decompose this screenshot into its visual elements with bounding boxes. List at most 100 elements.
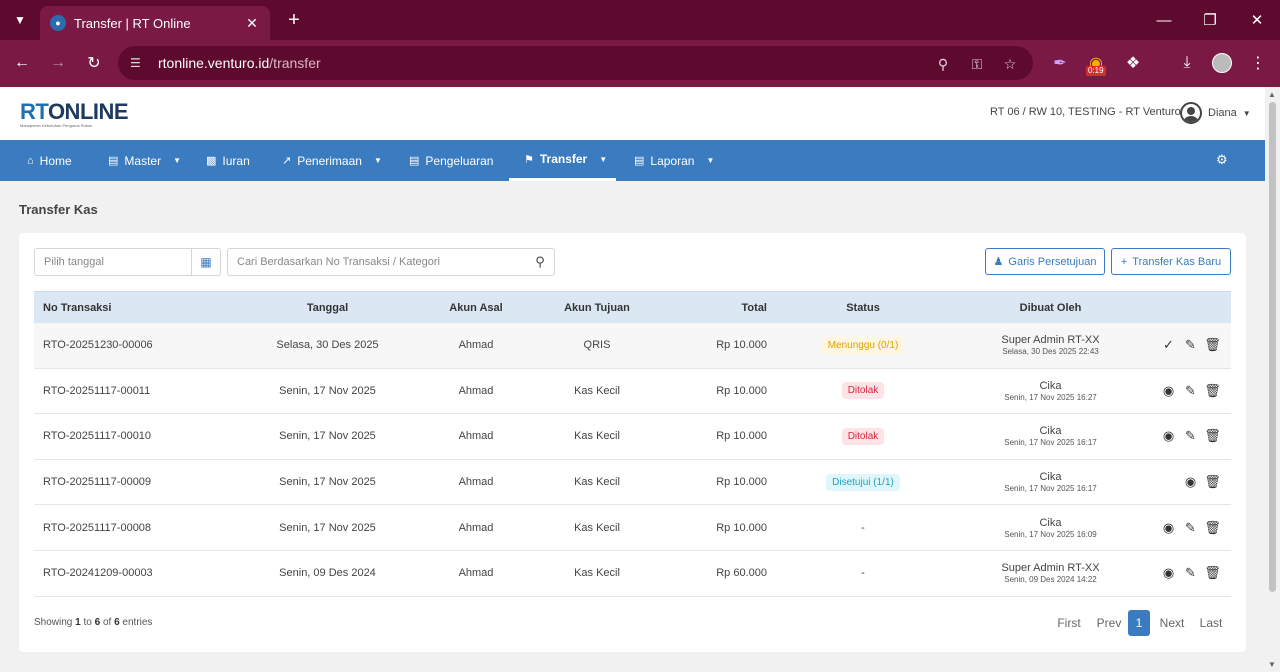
cell-oleh: Cika <box>1039 516 1062 529</box>
scroll-thumb[interactable] <box>1269 102 1276 592</box>
cell-tanggal: Senin, 17 Nov 2025 <box>279 521 376 534</box>
edit-icon[interactable]: ✎ <box>1185 565 1196 581</box>
nav-transfer[interactable]: ⚑ Transfer ▼ <box>509 140 616 181</box>
page-last[interactable]: Last <box>1199 616 1223 630</box>
cell-asal: Ahmad <box>458 567 494 580</box>
restore-icon[interactable]: ❐ <box>1203 12 1217 29</box>
cell-waktu: Senin, 09 Des 2024 14:22 <box>1004 575 1097 585</box>
address-bar[interactable]: ☰ rtonline.venturo.id/transfer ⚲ ⚿ ☆ <box>118 46 1033 80</box>
approve-check-icon[interactable]: ✓ <box>1163 337 1174 353</box>
edit-icon[interactable]: ✎ <box>1185 382 1196 398</box>
feather-extension-icon[interactable]: ✒ <box>1053 55 1067 72</box>
tab-title: Transfer | RT Online <box>74 15 191 31</box>
page-first[interactable]: First <box>1057 616 1081 630</box>
home-icon: ⌂ <box>27 154 34 167</box>
page-scrollbar[interactable]: ▲ ▼ <box>1265 87 1280 672</box>
th-tanggal[interactable]: Tanggal <box>306 301 349 314</box>
back-icon[interactable]: ← <box>14 54 30 71</box>
th-tujuan[interactable]: Akun Tujuan <box>564 301 630 314</box>
edit-icon[interactable]: ✎ <box>1185 428 1196 444</box>
th-no[interactable]: No Transaksi <box>43 301 112 314</box>
chevron-down-icon: ▼ <box>173 156 182 165</box>
garis-persetujuan-button[interactable]: ♟ Garis Persetujuan <box>985 248 1105 275</box>
forward-icon[interactable]: → <box>50 54 66 71</box>
edit-icon[interactable]: ✎ <box>1185 337 1196 353</box>
th-total[interactable]: Total <box>741 301 767 314</box>
th-status[interactable]: Status <box>846 301 880 314</box>
key-icon[interactable]: ⚿ <box>971 55 983 72</box>
new-tab-icon[interactable]: + <box>288 8 300 31</box>
table-row: RTO-20251117-00011 Senin, 17 Nov 2025 Ah… <box>34 369 1231 415</box>
document-icon: ▤ <box>108 155 119 167</box>
cell-tujuan: Kas Kecil <box>574 521 620 534</box>
nav-laporan[interactable]: ▤ Laporan ▼ <box>634 140 714 181</box>
tag-icon: ⚑ <box>524 153 534 166</box>
cell-asal: Ahmad <box>458 476 494 489</box>
eye-icon[interactable]: ◉ <box>1162 565 1175 581</box>
settings-icon[interactable]: ⚙ <box>1216 152 1228 167</box>
download-icon[interactable]: ⤓ <box>1183 54 1191 71</box>
profile-avatar[interactable] <box>1212 53 1232 73</box>
table-row: RTO-20251117-00010 Senin, 17 Nov 2025 Ah… <box>34 414 1231 460</box>
scroll-down-icon[interactable]: ▼ <box>1268 660 1276 669</box>
close-window-icon[interactable]: ✕ <box>1250 12 1264 29</box>
nav-penerimaan[interactable]: ↗ Penerimaan ▼ <box>282 140 382 181</box>
nav-home[interactable]: ⌂ Home <box>27 140 72 181</box>
page-next[interactable]: Next <box>1159 616 1185 630</box>
headset-icon: ● <box>50 15 66 31</box>
tab-list-icon[interactable]: ▼ <box>14 13 26 27</box>
menu-dots-icon[interactable]: ⋮ <box>1250 55 1266 72</box>
trash-icon[interactable]: 🗑 <box>1204 519 1221 535</box>
logo-tagline: Manajemen Kebutuhan Pengurus Rukun <box>20 123 93 128</box>
new-transfer-button[interactable]: + Transfer Kas Baru <box>1111 248 1231 275</box>
nav-label: Penerimaan <box>297 153 362 168</box>
search-icon[interactable]: ⚲ <box>535 254 545 269</box>
cell-asal: Ahmad <box>458 339 494 352</box>
reload-icon[interactable]: ↻ <box>87 55 101 72</box>
date-picker[interactable]: Pilih tanggal ▦ <box>34 248 221 276</box>
cell-tanggal: Senin, 09 Des 2024 <box>279 567 376 580</box>
scroll-up-icon[interactable]: ▲ <box>1268 90 1276 99</box>
extensions-icon[interactable]: ❖ <box>1125 55 1141 72</box>
search-input[interactable]: Cari Berdasarkan No Transaksi / Kategori… <box>227 248 555 276</box>
nav-iuran[interactable]: ▩ Iuran <box>206 140 250 181</box>
edit-icon[interactable]: ✎ <box>1185 519 1196 535</box>
trash-icon[interactable]: 🗑 <box>1204 428 1221 444</box>
trash-icon[interactable]: 🗑 <box>1204 474 1221 490</box>
th-asal[interactable]: Akun Asal <box>449 301 503 314</box>
cell-tujuan: Kas Kecil <box>574 384 620 397</box>
page-current[interactable]: 1 <box>1128 610 1150 636</box>
browser-tab[interactable]: ● Transfer | RT Online ✕ <box>40 6 270 40</box>
user-menu[interactable]: Diana ▼ <box>1180 102 1251 124</box>
trash-icon[interactable]: 🗑 <box>1204 565 1221 581</box>
chevron-down-icon: ▼ <box>599 154 608 164</box>
calendar-icon[interactable]: ▦ <box>191 249 220 275</box>
eye-icon[interactable]: ◉ <box>1162 382 1175 398</box>
transfer-table: No Transaksi Tanggal Akun Asal Akun Tuju… <box>34 291 1231 597</box>
cell-tujuan: QRIS <box>583 339 611 352</box>
table-header: No Transaksi Tanggal Akun Asal Akun Tuju… <box>34 291 1231 323</box>
zoom-icon[interactable]: ⚲ <box>937 55 949 72</box>
eye-icon[interactable]: ◉ <box>1162 519 1175 535</box>
trash-icon[interactable]: 🗑 <box>1204 337 1221 353</box>
star-icon[interactable]: ☆ <box>1003 55 1017 72</box>
nav-label: Pengeluaran <box>425 153 494 168</box>
status-empty: - <box>861 521 865 534</box>
date-placeholder: Pilih tanggal <box>44 256 104 268</box>
logo-rt: RT <box>20 99 48 124</box>
eye-icon[interactable]: ◉ <box>1162 428 1175 444</box>
nav-pengeluaran[interactable]: ▤ Pengeluaran <box>409 140 493 181</box>
nav-master[interactable]: ▤ Master ▼ <box>108 140 181 181</box>
close-tab-icon[interactable]: ✕ <box>246 14 258 31</box>
button-label: Garis Persetujuan <box>1008 255 1097 268</box>
trash-icon[interactable]: 🗑 <box>1204 382 1221 398</box>
page-prev[interactable]: Prev <box>1096 616 1122 630</box>
th-oleh[interactable]: Dibuat Oleh <box>1019 301 1082 314</box>
eye-icon[interactable]: ◉ <box>1184 474 1197 490</box>
rt-online-logo[interactable]: RTONLINE Manajemen Kebutuhan Pengurus Ru… <box>20 99 129 128</box>
status-badge: Ditolak <box>841 382 885 400</box>
chevron-down-icon: ▼ <box>706 156 715 165</box>
cell-no: RTO-20251117-00010 <box>43 430 152 443</box>
site-settings-icon[interactable]: ☰ <box>130 56 141 70</box>
minimize-icon[interactable]: — <box>1156 11 1172 29</box>
